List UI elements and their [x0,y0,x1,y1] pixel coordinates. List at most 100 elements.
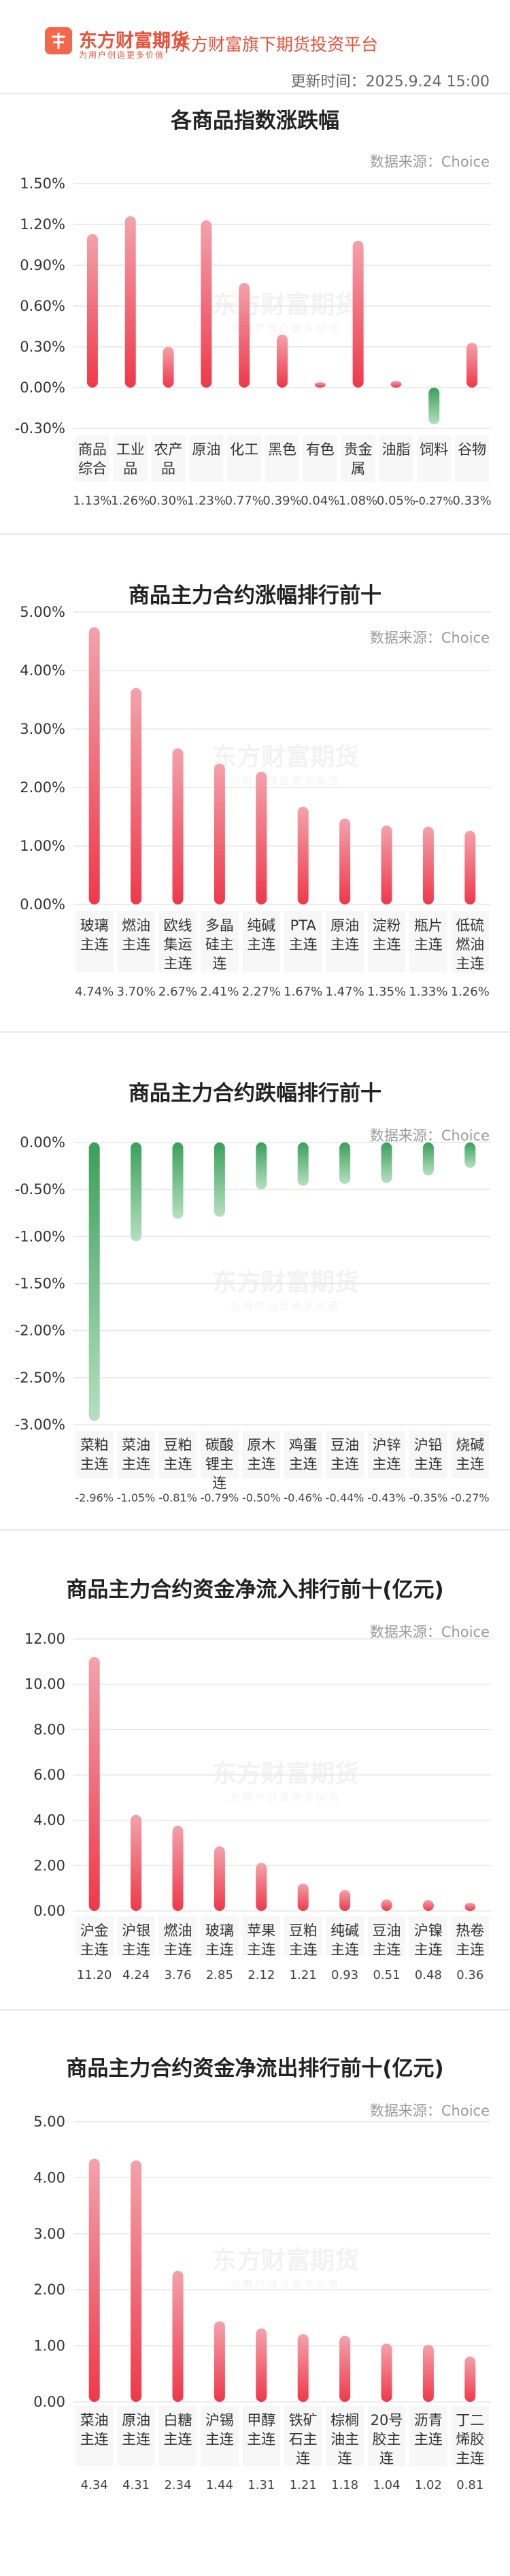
category-box [113,435,148,481]
category-label: 主连 [164,1942,192,1958]
y-tick-label: -1.50% [15,1276,65,1292]
category-box [158,1431,197,1478]
category-label: 连 [379,2450,394,2467]
category-label: 连 [338,2450,352,2467]
category-label: 烯胶 [456,2431,484,2447]
category-label: 沪铅 [414,1437,443,1453]
y-tick-label: 5.00 [33,2114,65,2130]
category-label: 化工 [230,441,258,458]
category-label: 硅主 [205,936,234,953]
category-box [117,2406,155,2466]
y-tick-label: 1.00 [33,2338,65,2354]
watermark-slogan: 为用户创造更多价值 [231,1792,341,1803]
category-box [189,435,224,481]
y-tick-label: 3.00 [33,2226,65,2242]
category-box [409,911,447,972]
value-label: 2.41% [200,985,239,999]
watermark-text: 东方财富期货 [212,1759,359,1788]
category-label: 主连 [456,955,484,972]
value-label: 2.27% [242,985,281,999]
bar [214,763,225,904]
category-label: 燃油 [164,1922,192,1939]
bar [464,1903,476,1911]
bar [172,1825,184,1911]
category-label: 主连 [456,2450,484,2467]
category-label: 主连 [414,1456,443,1472]
category-label: 主连 [164,2431,192,2447]
value-label: 1.13% [73,494,112,508]
watermark-slogan: 为用户创造更多价值 [231,2279,341,2290]
bar [88,2158,100,2402]
category-label: 主连 [164,1456,192,1472]
bar [131,2160,142,2402]
category-label: 主连 [414,936,443,953]
bar [124,216,136,388]
bar [339,2335,351,2402]
watermark-text: 东方财富期货 [212,1268,359,1297]
category-label: 主连 [247,2431,275,2447]
watermark-text: 东方财富期货 [212,743,359,771]
value-label: 0.04% [301,494,339,508]
y-tick-label: -2.00% [15,1323,65,1339]
value-label: 1.26% [111,494,150,508]
y-tick-label: 0.00 [33,2394,65,2410]
value-label: -0.46% [284,1491,322,1504]
category-box [151,435,186,481]
page-header: 东方财富期货 为用户创造更多价值 东方财富旗下期货投资平台 更新时间：2025.… [0,0,510,95]
y-tick-label: -1.00% [15,1228,65,1244]
category-label: 淀粉 [373,917,401,934]
category-label: 集运 [164,936,192,953]
value-label: 4.31 [122,2478,150,2492]
header-divider [166,33,167,53]
category-label: 商品 [78,441,107,458]
category-label: 菜油 [122,1437,150,1453]
bar [172,2271,184,2402]
category-label: 棕榈 [330,2412,359,2428]
category-box [417,435,452,481]
category-label: 甲醇 [247,2412,275,2428]
y-tick-label: 0.00% [20,1134,65,1151]
value-label: -0.81% [158,1491,197,1504]
bar [428,388,440,424]
category-box [409,2406,447,2466]
bar [201,220,212,388]
value-label: 1.35% [367,985,406,999]
category-label: 欧线 [164,917,192,934]
chart-title: 商品主力合约资金净流入排行前十(亿元) [66,1578,444,1602]
y-tick-label: 1.50% [20,175,65,192]
category-label: 主连 [330,936,359,953]
y-tick-label: 6.00 [33,1767,65,1783]
y-tick-label: 4.00 [33,2169,65,2186]
bar [339,818,351,904]
bar [172,1142,184,1219]
category-label: 主连 [164,955,192,972]
category-label: 原油 [192,441,220,458]
category-box [326,2406,364,2466]
category-label: 豆油 [373,1922,401,1939]
y-tick-label: 0.30% [20,339,65,355]
category-label: 主连 [456,1456,484,1472]
y-tick-label: 2.00 [33,1857,65,1874]
category-label: 瓶片 [414,917,443,934]
category-box [227,435,262,481]
y-tick-label: 4.00% [20,662,65,679]
category-label: 沪金 [80,1922,109,1939]
y-tick-label: -3.00% [15,1417,65,1433]
value-label: 11.20 [77,1968,112,1982]
category-label: 农产 [154,441,183,458]
bar [214,2321,225,2402]
bar [422,1900,434,1911]
category-label: 谷物 [458,441,486,458]
category-label: 沪银 [122,1922,150,1939]
category-label: 饲料 [420,441,448,458]
y-tick-label: 0.00 [33,1903,65,1919]
bar [86,234,98,388]
y-tick-label: 0.00% [20,379,65,396]
category-label: 苹果 [247,1922,275,1939]
category-box [242,911,280,972]
data-source: 数据来源：Choice [369,630,490,646]
value-label: 1.44 [206,2478,233,2492]
bar [256,1863,267,1911]
category-label: 主连 [414,1942,443,1958]
